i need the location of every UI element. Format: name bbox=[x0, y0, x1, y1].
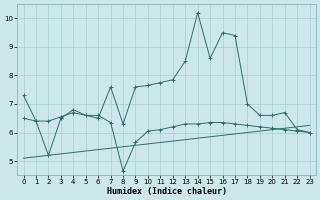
X-axis label: Humidex (Indice chaleur): Humidex (Indice chaleur) bbox=[107, 187, 227, 196]
